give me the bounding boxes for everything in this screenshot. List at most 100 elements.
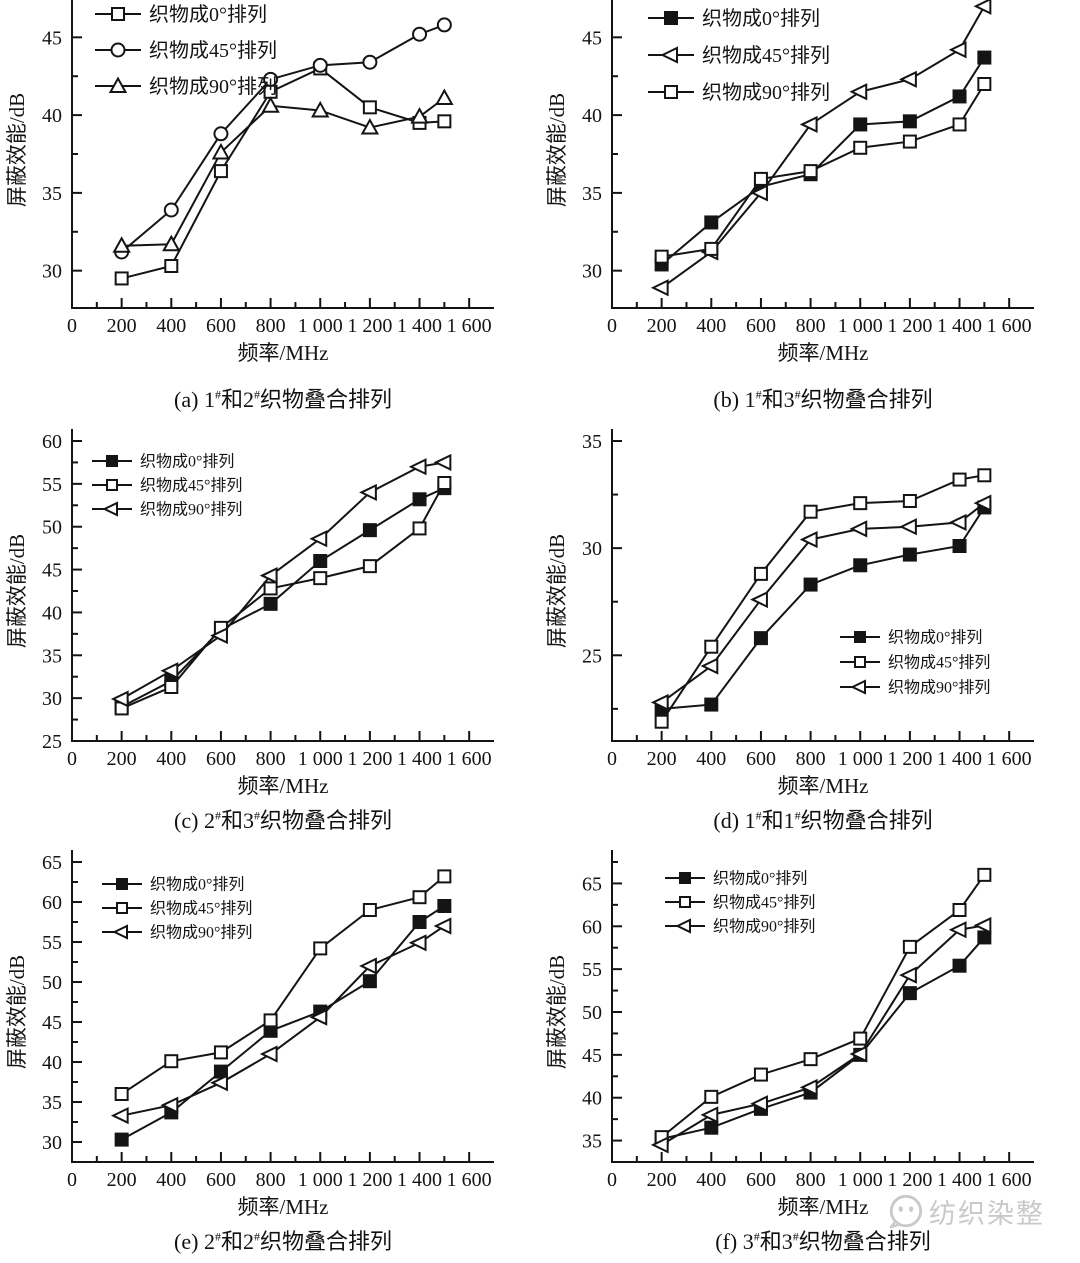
series-90deg-line [121,461,445,700]
y-axis-label: 屏蔽效能/dB [5,534,29,648]
x-tick-label: 1 000 [298,1169,343,1191]
caption-part: # [214,1229,221,1244]
caption-part: # [794,387,801,402]
series-90deg-line [661,83,986,258]
x-tick-label: 200 [647,1169,677,1191]
axes [71,850,494,1163]
x-tick-label: 1 200 [347,1169,392,1191]
x-tick-label: 400 [696,748,726,770]
caption-part: 3 [781,1229,793,1254]
series-45deg-points [650,0,992,297]
x-tick-label: 1 000 [298,748,343,770]
x-tick-label: 600 [746,748,776,770]
x-axis-label: 频率/MHz [778,774,869,798]
caption-part: (d) [713,808,745,833]
y-tick-label: 60 [582,916,602,938]
x-axis-label: 频率/MHz [238,774,329,798]
series-45deg-line [661,874,986,1138]
chart-cell-e: 30 35 40 45 50 55 60 65 0 200 400 600 800 1 000 1 200 1… [0,842,540,1263]
series-90deg-points [110,917,452,1125]
series-90deg-line [121,97,445,247]
x-tick-label: 800 [256,748,286,770]
caption-part: 2 [242,1229,254,1254]
caption-b: (b) 1#和3#织物叠合排列 [540,382,1080,414]
caption-part: 织物叠合排列 [800,387,933,412]
x-tick-label: 0 [67,1169,77,1191]
y-axis-label: 屏蔽效能/dB [5,955,29,1069]
legend-label: 织物成90°排列 [888,679,990,697]
x-tick-label: 400 [156,748,186,770]
y-tick-label: 45 [582,27,602,49]
chart-svg-a: 30 35 40 45 0 200 400 600 800 1 000 1 200 1 400 1 60… [5,0,494,365]
x-axis-label: 频率/MHz [238,1195,329,1219]
x-tick-label: 1 600 [987,748,1032,770]
x-tick-label: 200 [107,1169,137,1191]
x-tick-label: 600 [206,1169,236,1191]
x-tick-label: 1 400 [937,748,982,770]
x-tick-label: 1 000 [838,748,883,770]
x-tick-label: 1 600 [447,748,492,770]
caption-part: # [792,1229,799,1244]
legend-label: 织物成90°排列 [702,81,830,104]
x-tick-label: 200 [647,315,677,337]
x-tick-label: 1 200 [887,748,932,770]
x-tick-label: 200 [107,315,137,337]
x-tick-label: 800 [256,315,286,337]
caption-part: 织物叠合排列 [259,387,392,412]
caption-e: (e) 2#和2#织物叠合排列 [0,1224,540,1256]
x-tick-label: 1 200 [887,1169,932,1191]
legend-label: 织物成90°排列 [140,501,242,519]
caption-part: 3 [783,387,795,412]
chart-svg-f: 35 40 45 50 55 60 65 0 200 400 600 800 1 000 1 200 1 4… [545,850,1034,1219]
x-tick-label: 400 [156,1169,186,1191]
axes [611,850,1034,1163]
caption-a: (a) 1#和2#织物叠合排列 [0,382,540,414]
caption-part: 织物叠合排列 [800,808,933,833]
x-tick-label: 400 [696,1169,726,1191]
series-45deg-line [121,23,445,253]
series-45deg-line [121,875,445,1095]
chart-cell-f: 35 40 45 50 55 60 65 0 200 400 600 800 1 000 1 200 1 4… [540,842,1080,1263]
y-tick-label: 25 [42,731,62,753]
y-axis-label: 屏蔽效能/dB [545,534,569,648]
chart-cell-b: 30 35 40 45 0 200 400 600 800 1 000 1 200 1 400 1 60… [540,0,1080,421]
y-axis-label: 屏蔽效能/dB [545,93,569,207]
y-tick-label: 65 [42,852,62,874]
y-tick-label: 65 [582,873,602,895]
caption-part: 1 [744,808,756,833]
caption-part: 3 [742,1229,754,1254]
x-tick-label: 1 400 [397,1169,442,1191]
x-tick-label: 1 000 [298,315,343,337]
caption-part: # [253,808,260,823]
x-tick-label: 1 200 [347,748,392,770]
legend-label: 织物成0°排列 [702,7,820,30]
y-tick-label: 45 [42,27,62,49]
caption-part: 2 [242,387,254,412]
y-tick-label: 40 [582,105,602,127]
series-45deg-points [114,869,452,1101]
caption-part: 和 [220,1229,243,1254]
legend-label: 织物成0°排列 [888,629,982,647]
x-tick-label: 0 [607,1169,617,1191]
legend-label: 织物成45°排列 [713,894,815,912]
chart-svg-b: 30 35 40 45 0 200 400 600 800 1 000 1 200 1 400 1 60… [545,0,1034,365]
caption-part: 2 [203,808,215,833]
series-90deg-points [654,77,992,264]
caption-part: 和 [759,1229,782,1254]
caption-part: (f) [715,1229,743,1254]
series-90deg-line [121,925,445,1117]
x-tick-label: 800 [796,748,826,770]
series-90deg-points [650,494,992,712]
series-90deg-line [661,502,985,704]
x-tick-label: 200 [647,748,677,770]
axes [611,0,1034,309]
legend-label: 织物成90°排列 [149,75,277,98]
y-axis-label: 屏蔽效能/dB [5,93,29,207]
series-45deg-line [121,482,446,710]
